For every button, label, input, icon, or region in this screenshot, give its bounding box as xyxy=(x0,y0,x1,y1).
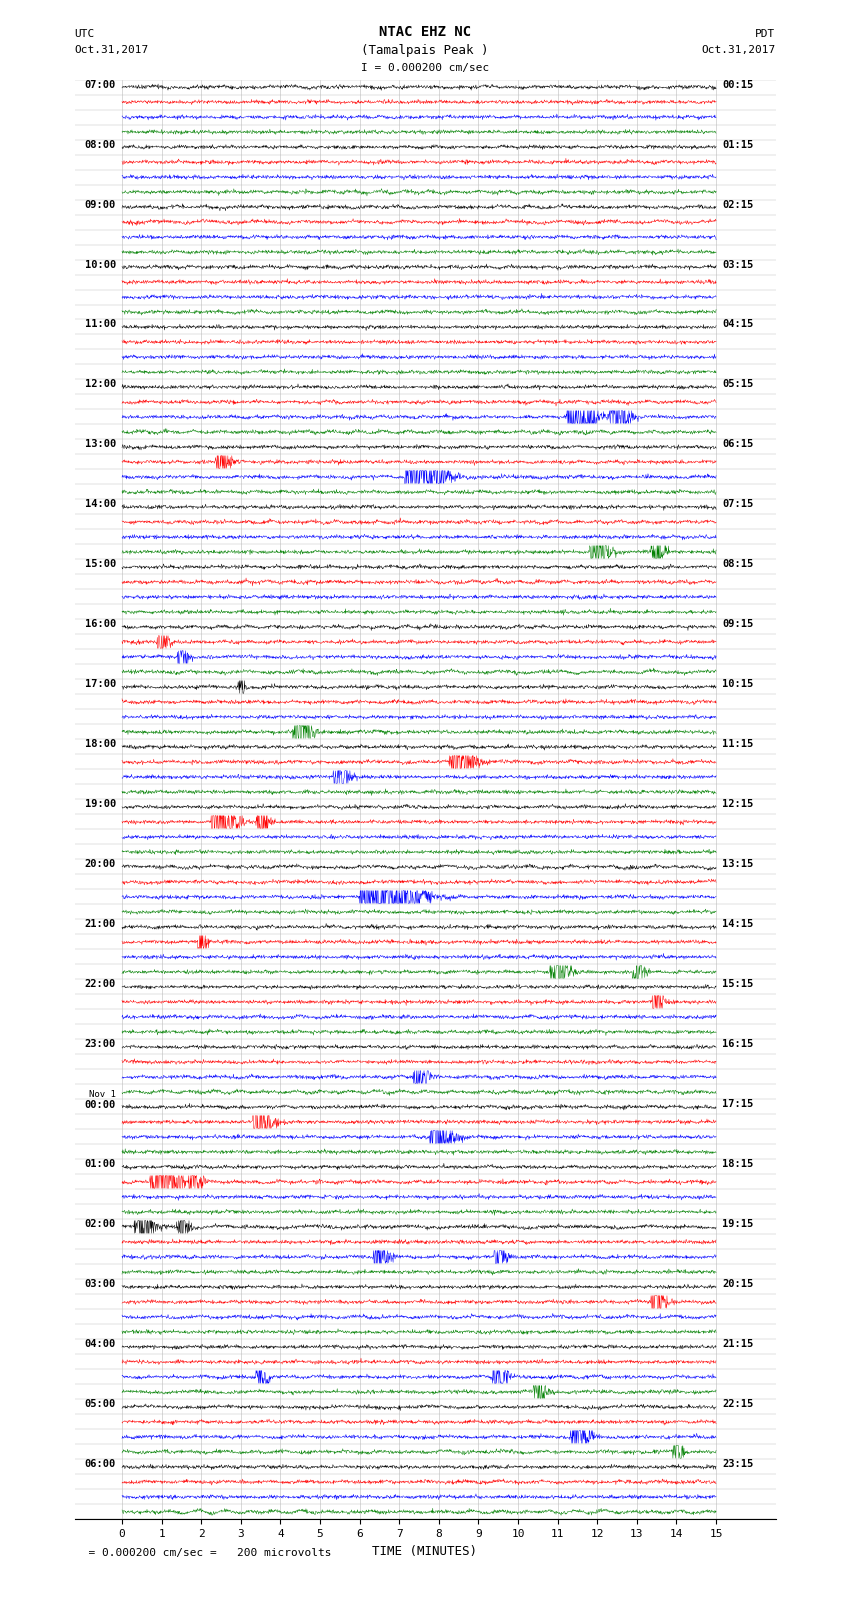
Text: 12:15: 12:15 xyxy=(722,800,753,810)
Text: 22:15: 22:15 xyxy=(722,1400,753,1410)
Text: 10:15: 10:15 xyxy=(722,679,753,689)
Text: NTAC EHZ NC: NTAC EHZ NC xyxy=(379,26,471,39)
Text: 02:00: 02:00 xyxy=(85,1219,116,1229)
Text: Oct.31,2017: Oct.31,2017 xyxy=(75,45,149,55)
Text: (Tamalpais Peak ): (Tamalpais Peak ) xyxy=(361,44,489,56)
Text: 15:00: 15:00 xyxy=(85,560,116,569)
Text: 14:00: 14:00 xyxy=(85,500,116,510)
Text: 13:00: 13:00 xyxy=(85,439,116,450)
Text: 05:00: 05:00 xyxy=(85,1400,116,1410)
Text: 18:00: 18:00 xyxy=(85,739,116,750)
Text: Oct.31,2017: Oct.31,2017 xyxy=(701,45,775,55)
Text: 11:00: 11:00 xyxy=(85,319,116,329)
Text: 10:00: 10:00 xyxy=(85,260,116,269)
Text: 04:15: 04:15 xyxy=(722,319,753,329)
Text: 20:15: 20:15 xyxy=(722,1279,753,1289)
Text: 08:00: 08:00 xyxy=(85,139,116,150)
Text: 05:15: 05:15 xyxy=(722,379,753,389)
Text: 19:15: 19:15 xyxy=(722,1219,753,1229)
Text: 13:15: 13:15 xyxy=(722,860,753,869)
Text: 04:00: 04:00 xyxy=(85,1339,116,1350)
Text: 23:00: 23:00 xyxy=(85,1039,116,1050)
Text: 02:15: 02:15 xyxy=(722,200,753,210)
Text: 01:00: 01:00 xyxy=(85,1160,116,1169)
Text: PDT: PDT xyxy=(756,29,775,39)
Text: 21:15: 21:15 xyxy=(722,1339,753,1350)
Text: 16:15: 16:15 xyxy=(722,1039,753,1050)
Text: 01:15: 01:15 xyxy=(722,139,753,150)
Text: 16:00: 16:00 xyxy=(85,619,116,629)
Text: 20:00: 20:00 xyxy=(85,860,116,869)
Text: 17:00: 17:00 xyxy=(85,679,116,689)
Text: 11:15: 11:15 xyxy=(722,739,753,750)
Text: 14:15: 14:15 xyxy=(722,919,753,929)
Text: 12:00: 12:00 xyxy=(85,379,116,389)
Text: 03:00: 03:00 xyxy=(85,1279,116,1289)
Text: 07:15: 07:15 xyxy=(722,500,753,510)
Text: 19:00: 19:00 xyxy=(85,800,116,810)
Text: 15:15: 15:15 xyxy=(722,979,753,989)
Text: UTC: UTC xyxy=(75,29,94,39)
Text: = 0.000200 cm/sec =   200 microvolts: = 0.000200 cm/sec = 200 microvolts xyxy=(75,1548,331,1558)
Text: 18:15: 18:15 xyxy=(722,1160,753,1169)
Text: 09:15: 09:15 xyxy=(722,619,753,629)
Text: 03:15: 03:15 xyxy=(722,260,753,269)
Text: 22:00: 22:00 xyxy=(85,979,116,989)
Text: 00:00: 00:00 xyxy=(85,1100,116,1110)
X-axis label: TIME (MINUTES): TIME (MINUTES) xyxy=(372,1545,478,1558)
Text: 21:00: 21:00 xyxy=(85,919,116,929)
Text: 09:00: 09:00 xyxy=(85,200,116,210)
Text: 06:15: 06:15 xyxy=(722,439,753,450)
Text: Nov 1: Nov 1 xyxy=(89,1090,116,1098)
Text: 00:15: 00:15 xyxy=(722,79,753,89)
Text: 17:15: 17:15 xyxy=(722,1100,753,1110)
Text: 23:15: 23:15 xyxy=(722,1460,753,1469)
Text: 06:00: 06:00 xyxy=(85,1460,116,1469)
Text: 08:15: 08:15 xyxy=(722,560,753,569)
Text: 07:00: 07:00 xyxy=(85,79,116,89)
Text: I = 0.000200 cm/sec: I = 0.000200 cm/sec xyxy=(361,63,489,73)
